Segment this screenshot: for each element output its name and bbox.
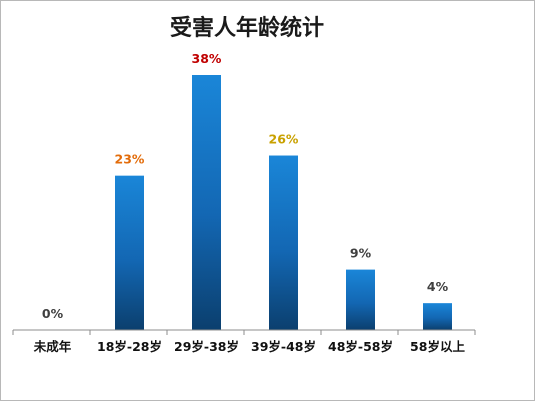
data-label: 26% <box>269 132 299 147</box>
x-tick-label: 58岁以上 <box>410 339 465 354</box>
ticks-layer <box>12 330 476 335</box>
bar <box>423 303 452 330</box>
data-label: 23% <box>115 152 145 167</box>
bar <box>346 269 375 330</box>
data-label: 4% <box>427 279 449 294</box>
bars-layer <box>115 75 452 330</box>
x-tick-label: 48岁-58岁 <box>328 339 393 354</box>
data-label: 38% <box>192 51 222 66</box>
data-label: 0% <box>42 306 64 321</box>
bar <box>192 75 221 330</box>
x-tick-label: 39岁-48岁 <box>251 339 316 354</box>
bar <box>269 155 298 330</box>
data-label: 9% <box>350 246 372 261</box>
x-tick-label: 未成年 <box>33 339 72 354</box>
labels-layer: 0% 未成年 23% 18岁-28岁 38% 29岁-38岁 26% 39岁-48岁 9% 48岁… <box>33 51 466 354</box>
bar <box>115 175 144 330</box>
x-tick-label: 29岁-38岁 <box>174 339 239 354</box>
x-tick-label: 18岁-28岁 <box>97 339 162 354</box>
chart-title: 受害人年龄统计 <box>170 15 324 41</box>
